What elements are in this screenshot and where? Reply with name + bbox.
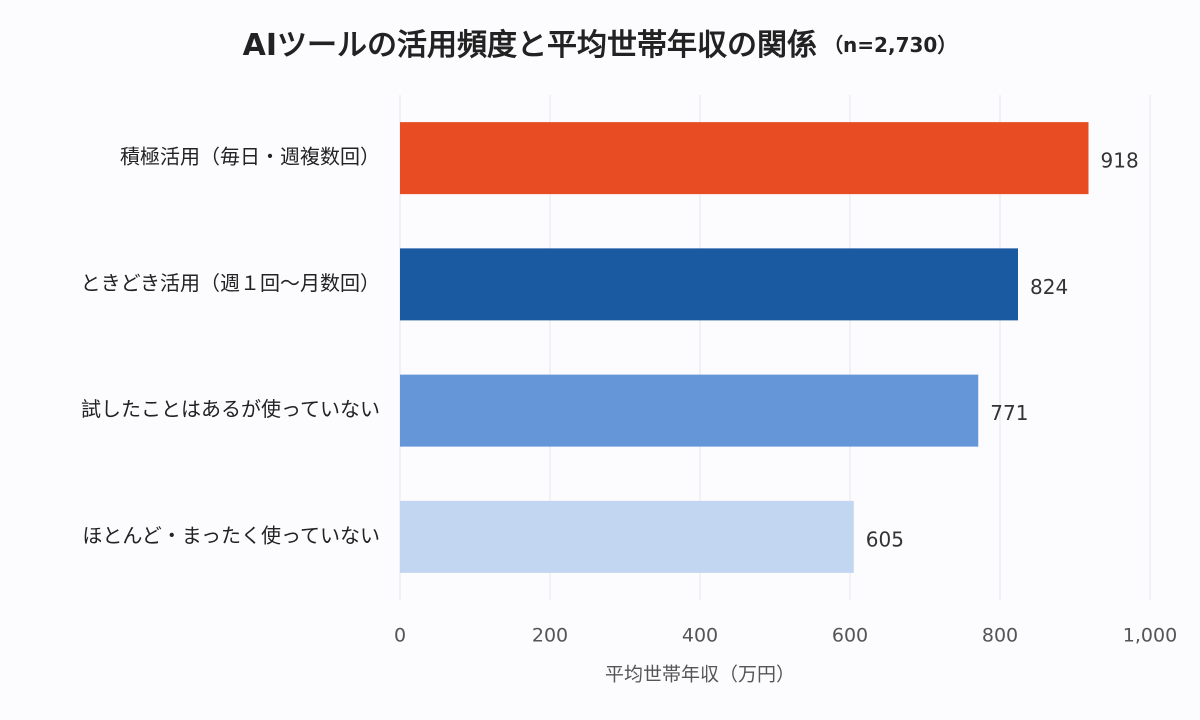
value-label: 771	[990, 401, 1028, 425]
subtitle: （n=2,730）	[823, 33, 957, 57]
value-label: 605	[866, 527, 904, 551]
bar	[400, 248, 1018, 321]
x-axis-label: 平均世帯年収（万円）	[605, 664, 795, 686]
x-tick-label: 600	[832, 625, 868, 647]
title: AIツールの活用頻度と平均世帯年収の関係	[243, 28, 817, 63]
x-tick-label: 1,000	[1123, 625, 1177, 647]
category-label: 試したことはあるが使っていない	[81, 397, 380, 421]
x-tick-label: 0	[394, 625, 406, 647]
value-label: 918	[1101, 149, 1139, 173]
chart-title: AIツールの活用頻度と平均世帯年収の関係 （n=2,730）	[243, 28, 958, 63]
category-label: 積極活用（毎日・週複数回）	[120, 145, 380, 169]
bar	[400, 374, 979, 447]
bar	[400, 122, 1089, 195]
category-label: ときどき活用（週１回〜月数回）	[81, 271, 380, 295]
value-label: 824	[1030, 275, 1068, 299]
x-tick-label: 200	[532, 625, 568, 647]
x-tick-label: 400	[682, 625, 718, 647]
category-label: ほとんど・まったく使っていない	[82, 523, 380, 547]
x-tick-label: 800	[982, 625, 1018, 647]
bar	[400, 500, 854, 573]
